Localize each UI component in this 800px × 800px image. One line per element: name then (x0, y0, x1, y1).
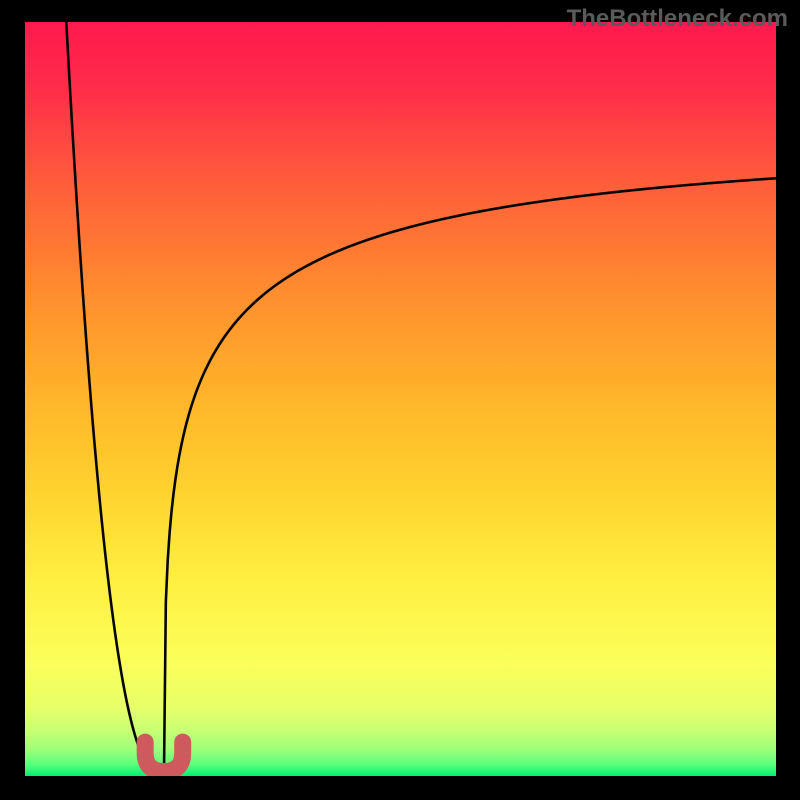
watermark-text: TheBottleneck.com (567, 5, 788, 33)
chart-container: TheBottleneck.com (0, 0, 800, 800)
curves-svg (25, 22, 776, 776)
bottleneck-curve (66, 22, 776, 776)
plot-area (25, 22, 776, 776)
